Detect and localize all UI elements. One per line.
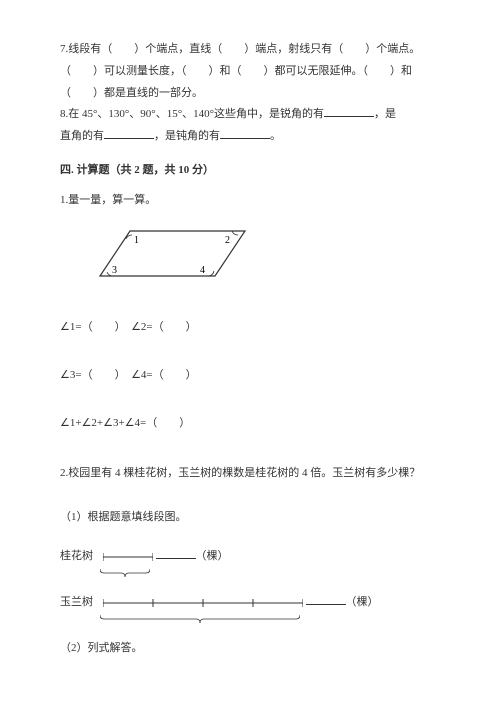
q7-line1: 7.线段有（ ）个端点，直线（ ）端点，射线只有（ ）个端点。 [60, 40, 440, 60]
q8-mid: ，是 [374, 108, 396, 120]
q4-2-sub1: （1）根据题意填线段图。 [60, 508, 440, 528]
parallelogram-svg: 1 2 3 4 [80, 221, 250, 291]
angle-3-label: 3 [112, 265, 117, 276]
q8-blank3[interactable] [220, 127, 270, 139]
parallelogram-diagram: 1 2 3 4 [80, 221, 440, 299]
angle-4-label: 4 [200, 265, 205, 276]
angle-2-label: 2 [225, 235, 230, 246]
tree1-segment [103, 551, 153, 563]
tree1-blank[interactable] [156, 547, 196, 559]
arc-2 [232, 231, 238, 235]
q8-l2b: ，是钝角的有 [154, 130, 220, 142]
tree2-bracket [100, 615, 300, 625]
parallelogram-shape [100, 231, 245, 276]
q4-1-row3: ∠1+∠2+∠3+∠4=（ ） [60, 414, 440, 434]
angle-1-label: 1 [134, 235, 139, 246]
tree2-row: 玉兰树 （棵） [60, 593, 440, 613]
tree1-row: 桂花树 （棵） [60, 547, 440, 567]
q4-1-row2: ∠3=（ ） ∠4=（ ） [60, 366, 440, 386]
q4-1-title: 1.量一量，算一算。 [60, 191, 440, 211]
q8-prefix: 8.在 45°、130°、90°、15°、140°这些角中，是锐角的有 [60, 108, 324, 120]
q7-line3: （ ）都是直线的一部分。 [60, 84, 440, 104]
q8-line1: 8.在 45°、130°、90°、15°、140°这些角中，是锐角的有 ，是 [60, 105, 440, 125]
tree2-segment [103, 597, 303, 609]
tree1-label: 桂花树 [60, 547, 100, 567]
tree2-unit: （棵） [346, 596, 379, 608]
q4-2-sub2: （2）列式解答。 [60, 639, 440, 659]
tree1-bracket [100, 569, 150, 579]
q8-l2a: 直角的有 [60, 130, 104, 142]
section4-title: 四. 计算题（共 2 题，共 10 分） [60, 161, 440, 181]
tree2-bracket-path [100, 615, 300, 623]
tree1-bracket-path [100, 569, 150, 577]
tree2-label: 玉兰树 [60, 593, 100, 613]
q4-2-title: 2.校园里有 4 棵桂花树，玉兰树的棵数是桂花树的 4 倍。玉兰树有多少棵？ [60, 464, 440, 484]
q4-1-row1: ∠1=（ ） ∠2=（ ） [60, 318, 440, 338]
q8-blank1[interactable] [324, 105, 374, 117]
tree1-bracket-wrap [100, 569, 440, 579]
arc-4 [208, 271, 214, 276]
tree2-blank[interactable] [306, 593, 346, 605]
q8-blank2[interactable] [104, 127, 154, 139]
tree2-bracket-wrap [100, 615, 440, 625]
q8-line2: 直角的有 ，是钝角的有 。 [60, 127, 440, 147]
tree1-unit: （棵） [196, 550, 229, 562]
q8-l2c: 。 [270, 130, 281, 142]
q7-line2: （ ）可以测量长度，（ ）和（ ）都可以无限延伸。（ ）和 [60, 62, 440, 82]
